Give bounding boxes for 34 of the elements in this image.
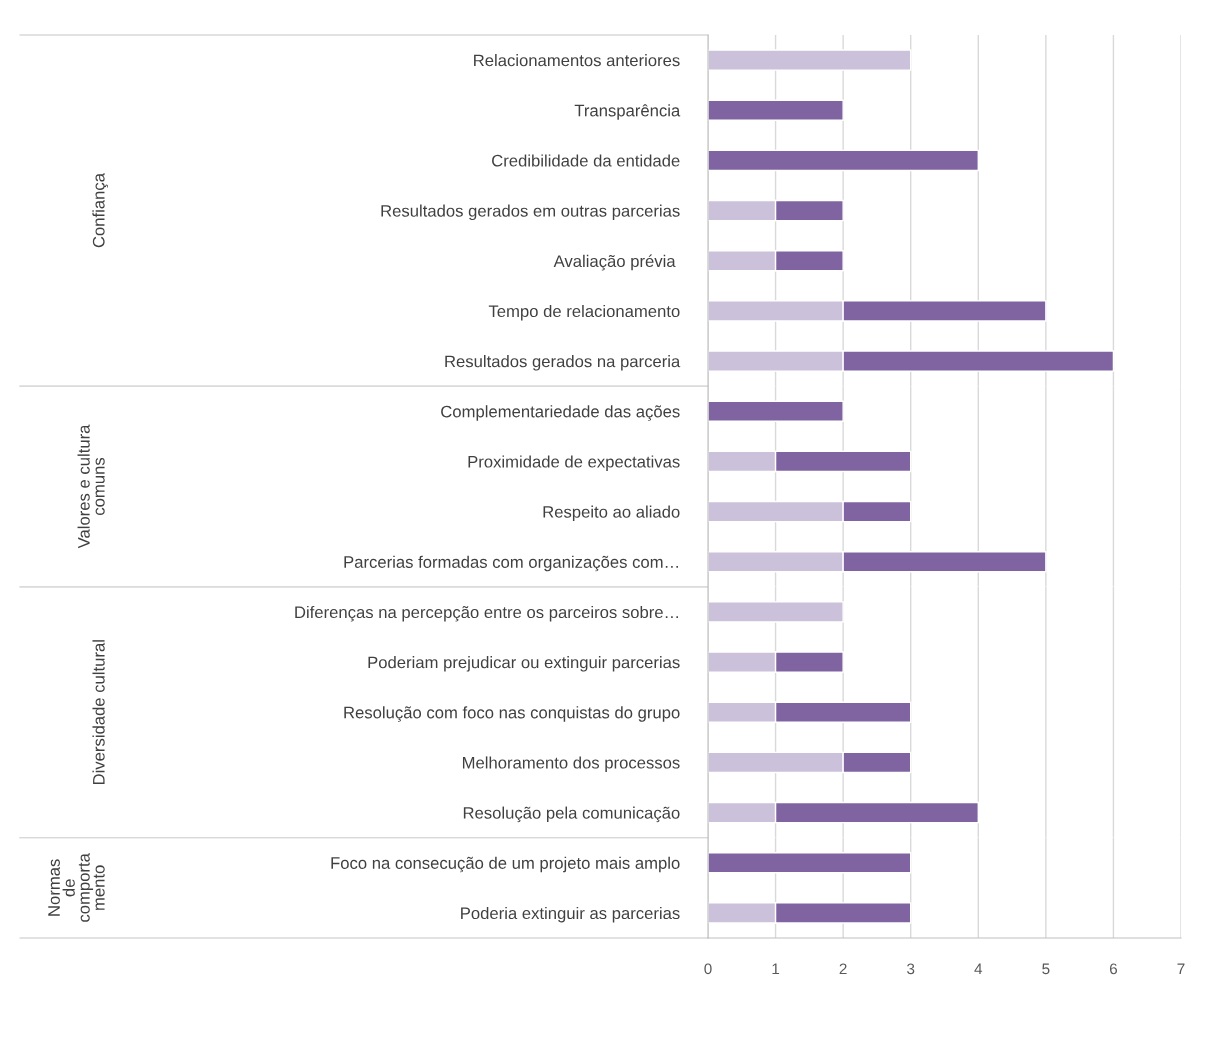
y-tick-label: Avaliação prévia: [553, 254, 676, 271]
y-axis-title: Valores e cultura comuns: [77, 424, 105, 549]
y-tick-label: Tempo de relacionamento: [488, 304, 680, 321]
x-tick-label: 0: [704, 963, 712, 975]
y-tick-label: Parcerias formadas com organizações com…: [344, 555, 678, 572]
y-tick-label: Relacionamentos anteriores: [474, 54, 680, 67]
y-tick-label: Complementariedade das ações: [441, 405, 680, 421]
y-tick-label: Diferenças na percepção entre os parceiros sobre…: [295, 605, 678, 622]
bar: [708, 99, 844, 121]
x-tick-label: 7: [1177, 963, 1185, 975]
y-tick-label: Respeito ao aliado: [543, 505, 680, 522]
bar: [708, 49, 912, 71]
y-axis-title: Diversidade cultural: [92, 640, 105, 785]
x-tick-label: 6: [1109, 963, 1118, 975]
bar: [708, 149, 979, 172]
y-tick-label: Resolução pela comunicação: [463, 806, 680, 823]
y-tick-label: Resultados gerados na parceria: [445, 355, 681, 371]
y-tick-label: Poderiam prejudicar ou extinguir parcerias: [368, 656, 680, 672]
y-tick-label: Transparência: [574, 104, 681, 120]
x-tick-label: 2: [839, 963, 847, 975]
x-tick-label: 1: [772, 963, 780, 975]
bar: [708, 400, 844, 422]
y-tick-label: Resolução com foco nas conquistas do grupo: [344, 706, 680, 722]
x-tick-label: 3: [907, 963, 915, 975]
x-tick-label: 5: [1042, 963, 1050, 975]
y-tick-label: Credibilidade da entidade: [492, 154, 680, 167]
x-tick-label: 4: [974, 963, 983, 975]
y-axis-title: Normas de comporta mento: [48, 853, 105, 922]
y-tick-label: Proximidade de expectativas: [468, 455, 680, 471]
y-tick-label: Resultados gerados em outras parcerias: [381, 204, 680, 221]
y-tick-label: Melhoramento dos processos: [462, 756, 680, 772]
y-axis-title: Confiança: [92, 173, 108, 248]
y-tick-label: Foco na consecução de um projeto mais amplo: [331, 856, 680, 873]
y-tick-label: Poderia extinguir as parcerias: [461, 906, 680, 923]
